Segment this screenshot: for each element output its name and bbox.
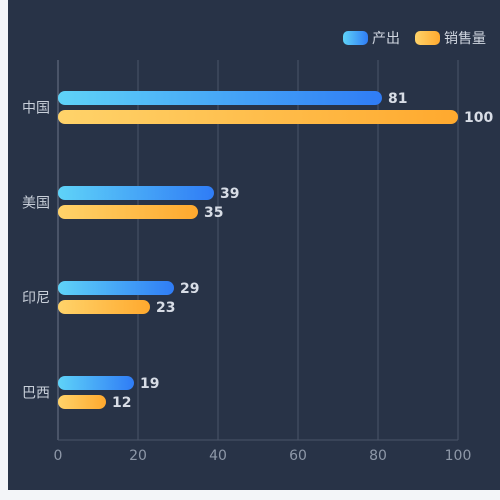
category-label: 巴西: [22, 386, 50, 402]
legend-swatch-sales: [415, 31, 440, 45]
bar-sales[interactable]: [58, 300, 150, 314]
x-tick-label: 0: [54, 448, 63, 464]
x-tick-label: 60: [289, 448, 307, 464]
value-label: 35: [204, 205, 223, 221]
bar-sales[interactable]: [58, 395, 106, 409]
x-tick-label: 20: [129, 448, 147, 464]
bar-output[interactable]: [58, 91, 382, 105]
legend-item-output[interactable]: 产出: [343, 31, 400, 47]
category-label: 中国: [22, 101, 50, 117]
x-tick-label: 80: [369, 448, 387, 464]
value-label: 19: [140, 376, 159, 392]
value-label: 39: [220, 186, 239, 202]
axes: 0 20 40 60 80 100: [54, 60, 472, 464]
legend-label-sales: 销售量: [444, 31, 486, 47]
value-label: 12: [112, 395, 131, 411]
legend-item-sales[interactable]: 销售量: [415, 31, 486, 47]
x-tick-label: 40: [209, 448, 227, 464]
bar-output[interactable]: [58, 186, 214, 200]
bar-sales[interactable]: [58, 205, 198, 219]
bars: [58, 91, 458, 409]
value-label: 23: [156, 300, 175, 316]
legend[interactable]: 产出 销售量: [343, 31, 486, 47]
bar-sales[interactable]: [58, 110, 458, 124]
bar-output[interactable]: [58, 281, 174, 295]
labels: 中国 81 100 美国 39 35 印尼 29 23 巴西 19 12: [22, 91, 493, 411]
value-label: 29: [180, 281, 199, 297]
bar-output[interactable]: [58, 376, 134, 390]
x-tick-label: 100: [445, 448, 472, 464]
legend-label-output: 产出: [372, 31, 400, 47]
category-label: 美国: [22, 196, 50, 212]
value-label: 81: [388, 91, 407, 107]
legend-swatch-output: [343, 31, 368, 45]
category-label: 印尼: [22, 291, 50, 307]
value-label: 100: [464, 110, 493, 126]
